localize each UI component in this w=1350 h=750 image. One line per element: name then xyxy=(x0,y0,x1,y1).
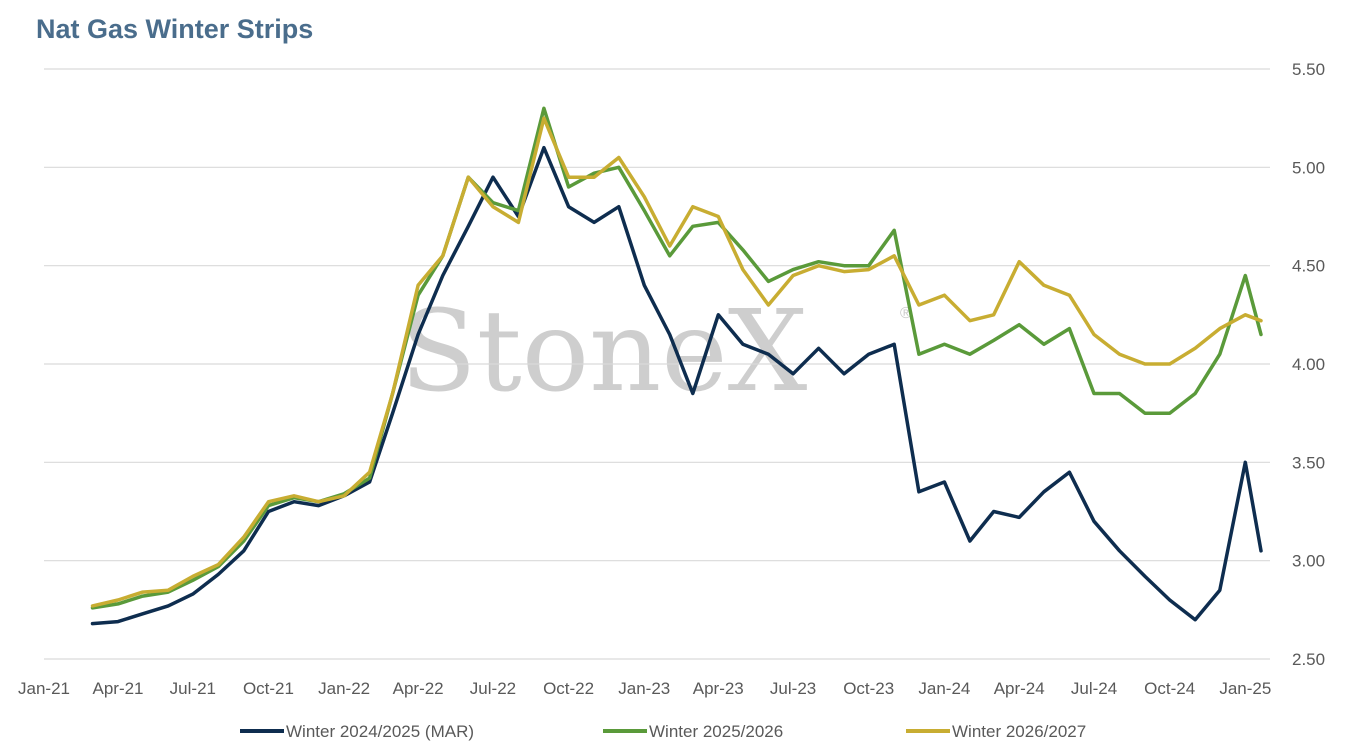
legend-entry-label: Winter 2026/2027 xyxy=(952,722,1086,741)
y-tick-label: 4.50 xyxy=(1292,257,1325,276)
x-tick-label: Jan-21 xyxy=(18,679,70,698)
x-tick-label: Oct-23 xyxy=(843,679,894,698)
x-tick-label: Jul-23 xyxy=(770,679,816,698)
x-axis-ticks: Jan-21 Apr-21 Jul-21 Oct-21 Jan-22 Apr-22 Jul-… xyxy=(18,679,1271,698)
x-tick-label: Apr-21 xyxy=(92,679,143,698)
x-tick-label: Jul-24 xyxy=(1071,679,1117,698)
x-tick-label: Jan-23 xyxy=(618,679,670,698)
series-line-2 xyxy=(90,106,1263,610)
y-tick-label: 3.50 xyxy=(1292,453,1325,472)
y-tick-label: 2.50 xyxy=(1292,650,1325,669)
x-tick-label: Jan-22 xyxy=(318,679,370,698)
y-tick-label: 5.50 xyxy=(1292,60,1325,79)
x-tick-label: Jan-24 xyxy=(918,679,970,698)
legend-entry-label: Winter 2025/2026 xyxy=(649,722,783,741)
grid-lines xyxy=(44,68,1270,660)
series-line-3 xyxy=(90,116,1263,608)
x-tick-label: Apr-22 xyxy=(393,679,444,698)
y-tick-label: 5.00 xyxy=(1292,158,1325,177)
x-tick-label: Jul-22 xyxy=(470,679,516,698)
series-lines xyxy=(90,106,1263,626)
y-tick-label: 4.00 xyxy=(1292,355,1325,374)
x-tick-label: Apr-23 xyxy=(693,679,744,698)
x-tick-label: Oct-21 xyxy=(243,679,294,698)
x-tick-label: Oct-22 xyxy=(543,679,594,698)
x-tick-label: Jan-25 xyxy=(1219,679,1271,698)
series-line-1 xyxy=(90,145,1263,626)
x-tick-label: Jul-21 xyxy=(170,679,216,698)
y-axis-ticks: 2.50 3.00 3.50 4.00 4.50 5.00 5.50 xyxy=(1292,60,1325,669)
watermark: StoneX ® xyxy=(400,287,912,417)
y-tick-label: 3.00 xyxy=(1292,552,1325,571)
watermark-text: StoneX xyxy=(400,287,808,417)
chart-title: Nat Gas Winter Strips xyxy=(36,14,314,44)
legend-entry-label: Winter 2024/2025 (MAR) xyxy=(286,722,474,741)
legend: Winter 2024/2025 (MAR) Winter 2025/2026 Wi… xyxy=(240,722,1086,741)
x-tick-label: Oct-24 xyxy=(1144,679,1195,698)
x-tick-label: Apr-24 xyxy=(994,679,1045,698)
